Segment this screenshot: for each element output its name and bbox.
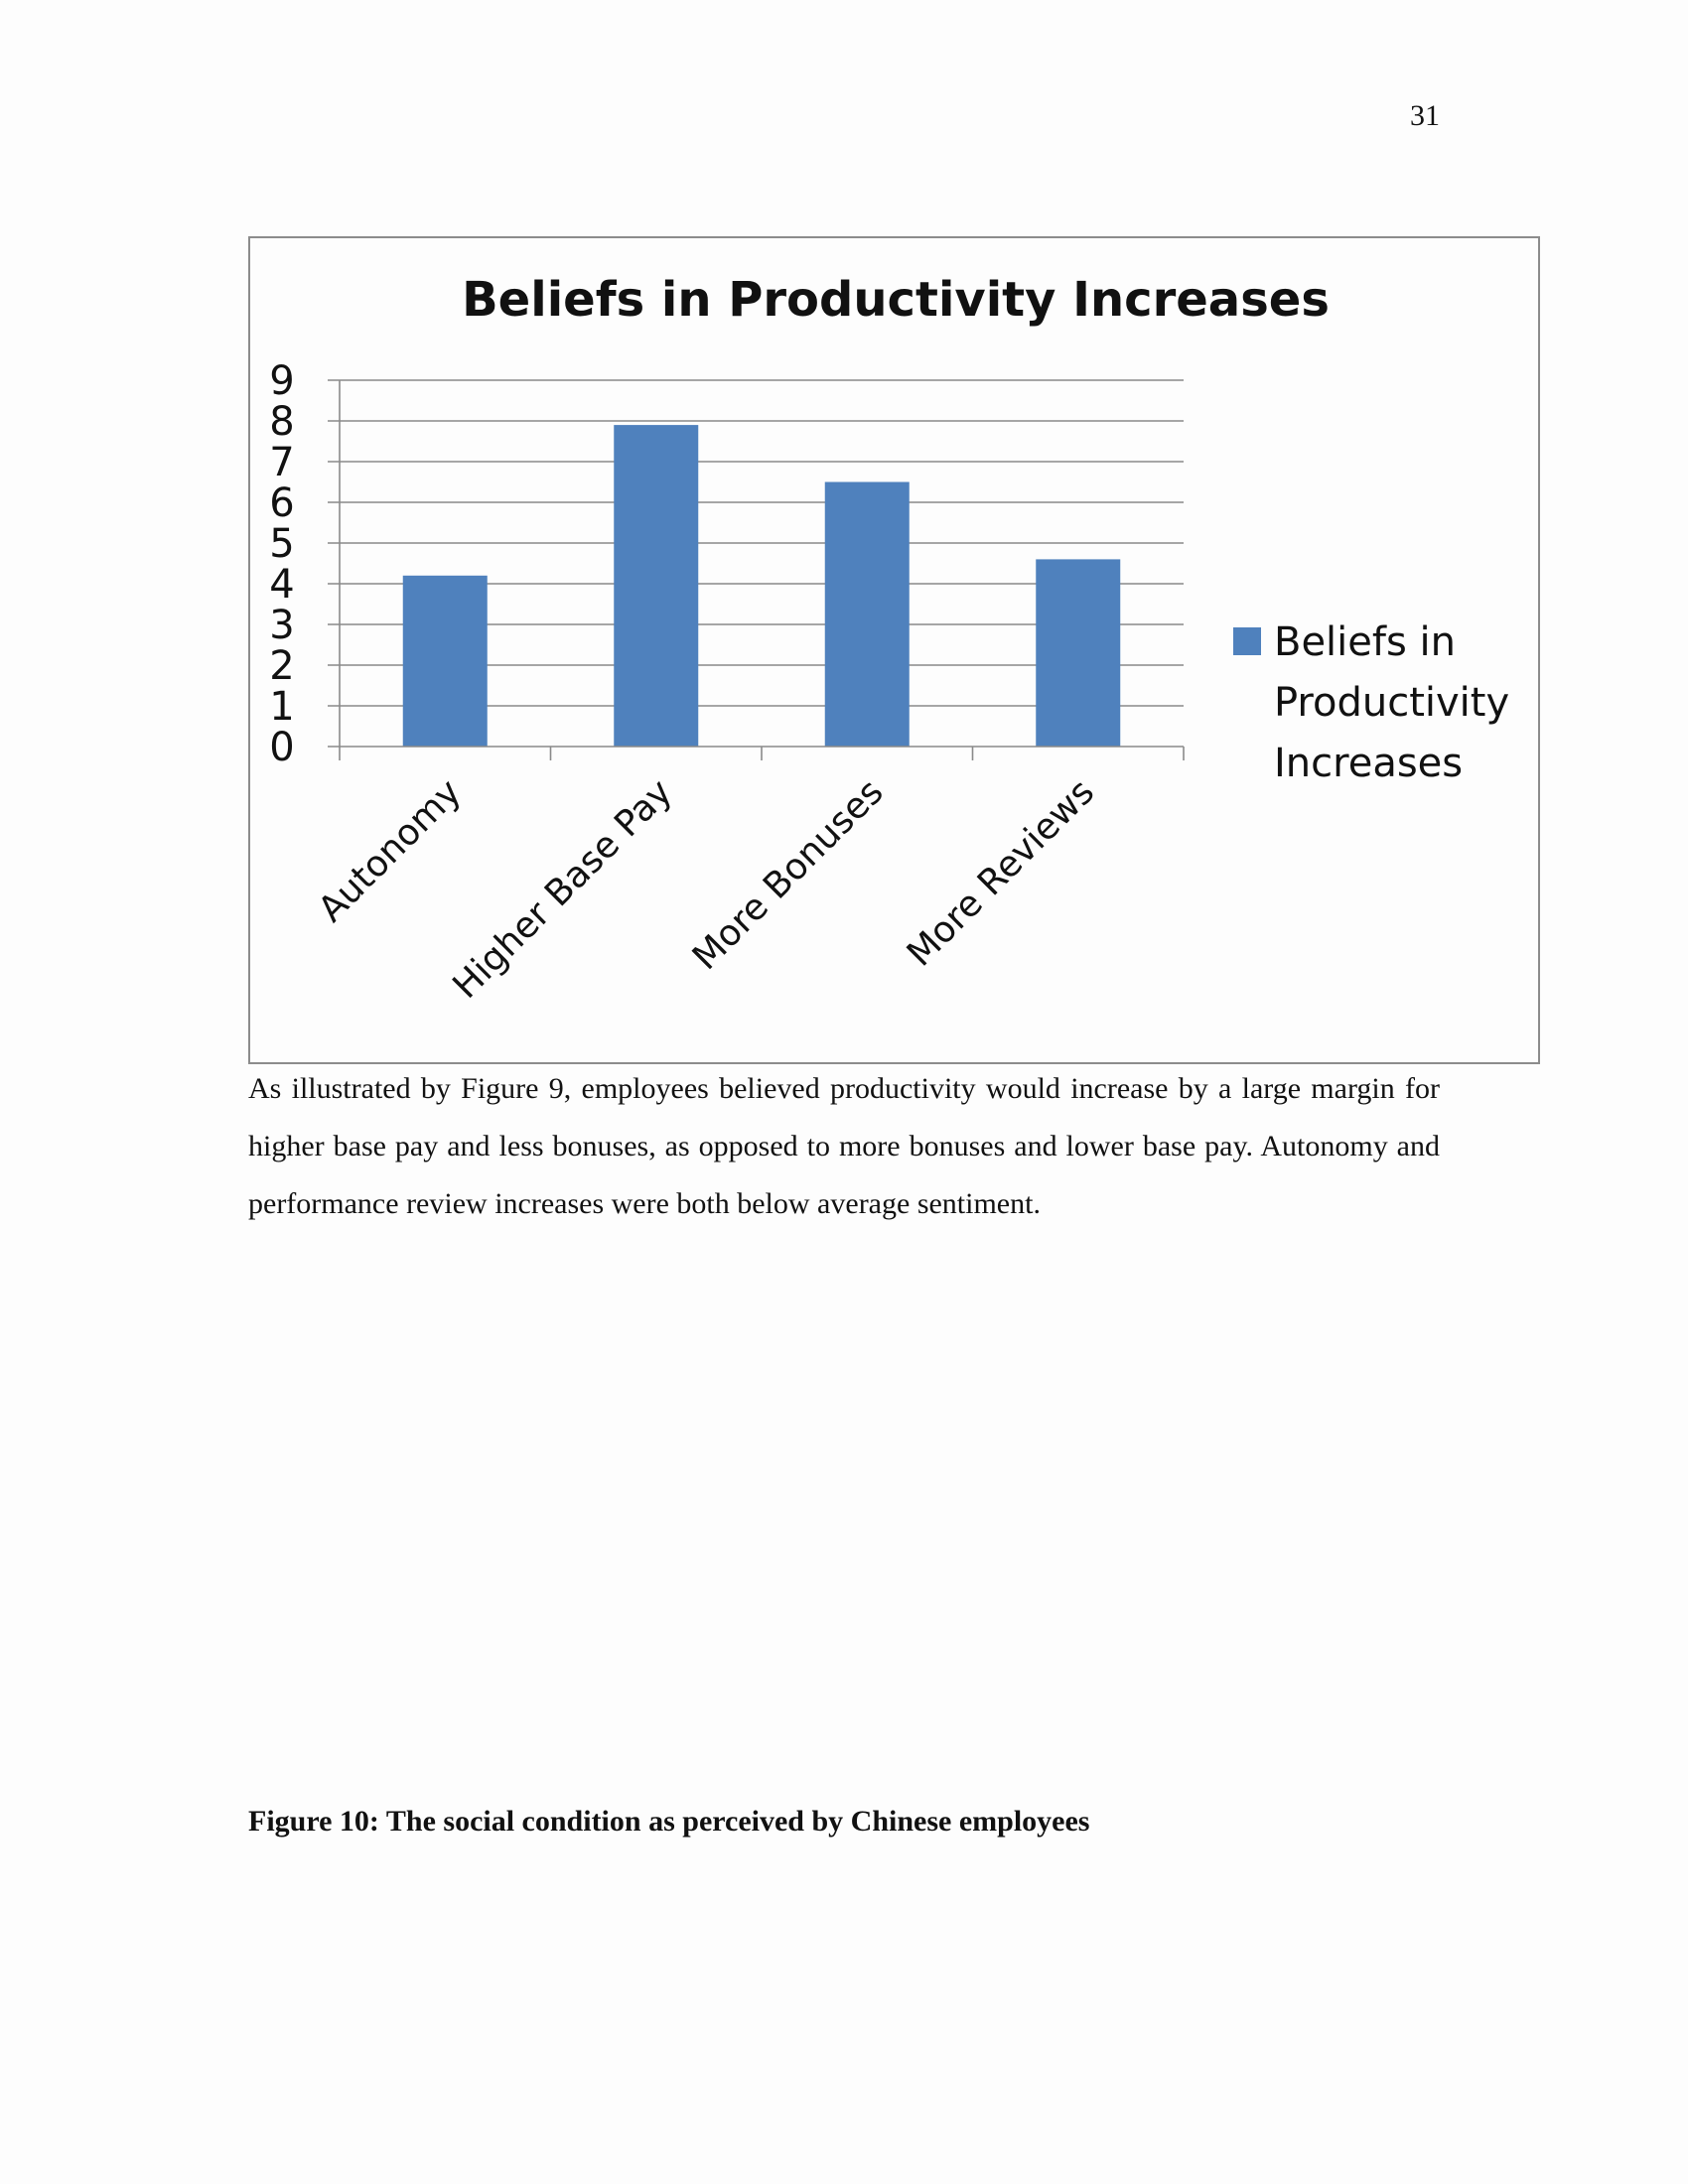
legend-label: Beliefs in <box>1274 619 1456 665</box>
axes <box>328 380 1185 760</box>
y-tick-label: 3 <box>269 603 294 648</box>
legend-label: Productivity <box>1274 680 1509 726</box>
bar-chart: Beliefs in Productivity Increases 012345… <box>269 272 1509 1007</box>
bars <box>402 425 1121 747</box>
page-number: 31 <box>1410 99 1440 132</box>
x-category-label: More Bonuses <box>685 771 892 978</box>
y-tick-label: 5 <box>269 521 294 567</box>
y-tick-label: 4 <box>269 562 294 608</box>
y-tick-label: 9 <box>269 358 294 404</box>
legend-label: Increases <box>1274 741 1463 786</box>
bar <box>824 481 910 747</box>
y-tick-label: 0 <box>269 725 294 770</box>
bar <box>1036 559 1121 747</box>
bar <box>402 575 488 747</box>
body-paragraph: As illustrated by Figure 9, employees be… <box>248 1072 1440 1220</box>
y-tick-label: 2 <box>269 643 294 689</box>
legend: Beliefs in Productivity Increases <box>1233 619 1509 786</box>
x-category-label: More Reviews <box>900 771 1102 974</box>
legend-swatch <box>1233 627 1261 655</box>
y-tick-label: 8 <box>269 399 294 445</box>
y-tick-label: 6 <box>269 480 294 526</box>
figure-caption: Figure 10: The social condition as perce… <box>248 1805 1090 1838</box>
bar <box>614 425 699 747</box>
y-tick-label: 1 <box>269 684 294 730</box>
y-tick-label: 7 <box>269 440 294 485</box>
chart-title: Beliefs in Productivity Increases <box>462 272 1330 328</box>
x-category-label: Higher Base Pay <box>445 771 680 1007</box>
x-category-label: Autonomy <box>311 771 470 930</box>
